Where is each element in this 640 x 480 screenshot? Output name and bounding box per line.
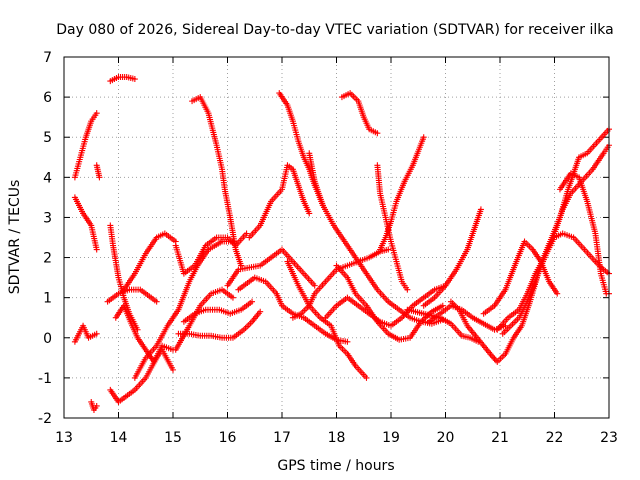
data-point <box>490 354 497 361</box>
y-tick-label: 6 <box>43 90 52 106</box>
series-arc-12 <box>131 238 236 381</box>
series-arc-24 <box>284 258 370 381</box>
series-arc-37 <box>556 170 612 297</box>
data-points <box>71 74 612 413</box>
series-arc-05 <box>107 222 141 333</box>
y-axis-label: SDTVAR / TECUs <box>7 180 23 295</box>
x-tick-label: 21 <box>491 430 509 446</box>
data-point <box>439 302 446 309</box>
data-point <box>319 202 326 209</box>
y-tick-label: 4 <box>43 170 52 186</box>
data-point <box>344 338 351 345</box>
series-arc-04 <box>107 74 138 85</box>
series-arc-15 <box>172 286 236 353</box>
x-tick-label: 14 <box>110 430 128 446</box>
data-point <box>131 76 138 83</box>
series-arc-11 <box>120 230 179 293</box>
series-arc-07 <box>107 346 176 405</box>
y-tick-label: 5 <box>43 130 52 146</box>
x-tick-label: 16 <box>219 430 237 446</box>
data-point <box>96 174 103 181</box>
data-point <box>306 210 313 217</box>
series-arc-29 <box>333 262 446 343</box>
grid-lines <box>64 57 609 418</box>
series-arc-26 <box>374 162 411 293</box>
data-point <box>229 294 236 301</box>
x-axis-label: GPS time / hours <box>277 458 394 474</box>
data-point <box>93 110 100 117</box>
series-arc-09 <box>88 398 100 413</box>
series-arc-01 <box>71 110 100 181</box>
x-tick-label: 13 <box>55 430 73 446</box>
data-point <box>554 290 561 297</box>
y-tick-label: 2 <box>43 251 52 267</box>
data-point <box>374 130 381 137</box>
x-tick-label: 20 <box>437 430 455 446</box>
data-point <box>385 246 392 253</box>
data-point <box>93 330 100 337</box>
series-arc-30 <box>420 206 484 309</box>
data-point <box>257 308 264 315</box>
series-arc-32 <box>404 306 482 345</box>
series-arc-36 <box>480 238 561 317</box>
series-arc-16 <box>180 298 256 325</box>
y-tick-label: 0 <box>43 331 52 347</box>
x-tick-label: 17 <box>273 430 291 446</box>
x-tick-label: 19 <box>382 430 400 446</box>
y-tick-label: 3 <box>43 210 52 226</box>
x-tick-label: 22 <box>546 430 564 446</box>
series-arc-03 <box>93 162 103 181</box>
data-point <box>153 298 160 305</box>
data-point <box>420 134 427 141</box>
x-tick-label: 15 <box>164 430 182 446</box>
x-tick-label: 23 <box>600 430 618 446</box>
series-arc-06 <box>104 286 160 305</box>
series-arc-18 <box>224 246 318 289</box>
series-arc-08 <box>71 322 100 345</box>
y-tick-label: 1 <box>43 291 52 307</box>
data-point <box>170 366 176 373</box>
data-point <box>93 246 100 253</box>
series-arc-27 <box>377 134 427 253</box>
data-point <box>363 374 370 381</box>
series-arc-23 <box>289 246 392 321</box>
series-arc-14 <box>189 94 245 269</box>
y-tick-label: -2 <box>38 411 52 427</box>
data-point <box>491 355 498 362</box>
y-tick-label: 7 <box>43 50 52 66</box>
data-point <box>311 282 318 289</box>
data-point <box>477 206 484 213</box>
series-arc-17 <box>175 308 264 341</box>
data-point <box>243 230 250 237</box>
data-point <box>93 402 100 409</box>
series-arc-20 <box>246 162 313 241</box>
plot-frame <box>63 56 610 419</box>
x-tick-label: 18 <box>328 430 346 446</box>
data-point <box>404 286 411 293</box>
series-arc-02 <box>71 194 100 253</box>
series-arc-10 <box>112 302 176 365</box>
chart-title: Day 080 of 2026, Sidereal Day-to-day VTE… <box>56 22 613 38</box>
series-arc-13 <box>172 230 250 277</box>
data-point <box>249 298 256 305</box>
series-arc-22 <box>306 150 326 209</box>
series-arc-35 <box>494 230 612 333</box>
y-tick-label: -1 <box>38 371 52 387</box>
series-arc-25 <box>338 90 381 137</box>
